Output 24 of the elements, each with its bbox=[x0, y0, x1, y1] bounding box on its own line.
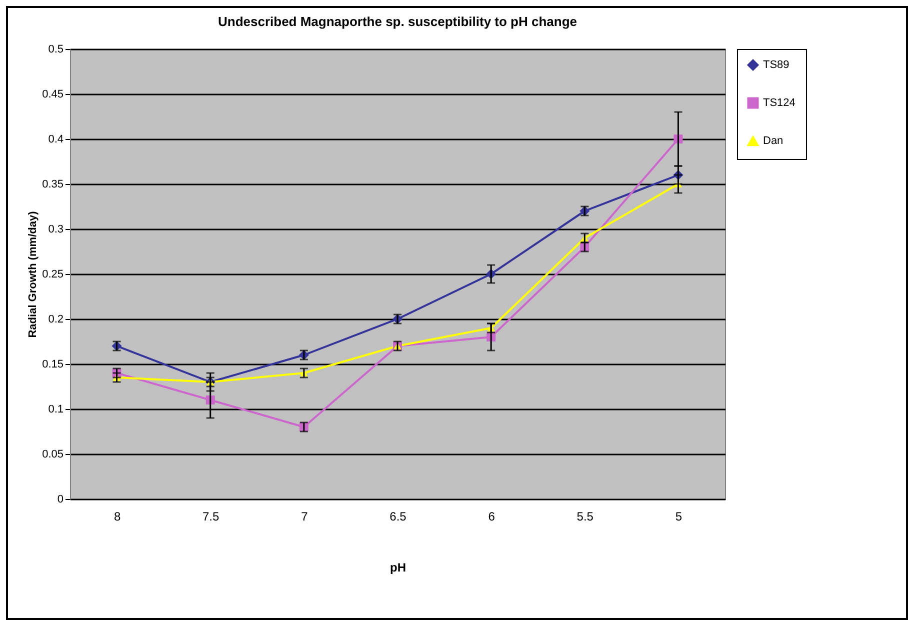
x-tick-label: 6.5 bbox=[390, 510, 407, 524]
y-tick-label: 0.4 bbox=[48, 134, 64, 146]
legend-label: Dan bbox=[763, 135, 784, 147]
x-axis-title: pH bbox=[390, 560, 406, 574]
y-tick-label: 0.35 bbox=[42, 178, 64, 190]
y-tick-label: 0.3 bbox=[48, 224, 64, 236]
chart-title: Undescribed Magnaporthe sp. susceptibility to pH change bbox=[218, 14, 577, 29]
y-tick-label: 0.15 bbox=[42, 358, 64, 370]
y-tick-label: 0.05 bbox=[42, 448, 64, 460]
y-tick-label: 0.25 bbox=[42, 268, 64, 280]
y-tick-label: 0.1 bbox=[48, 404, 64, 416]
x-tick-label: 8 bbox=[114, 510, 121, 524]
y-tick-label: 0.2 bbox=[48, 314, 64, 326]
legend-label: TS124 bbox=[763, 97, 796, 109]
x-tick-label: 7 bbox=[301, 510, 308, 524]
x-tick-label: 7.5 bbox=[202, 510, 220, 524]
y-tick-label: 0.45 bbox=[42, 88, 64, 100]
y-tick-label: 0 bbox=[57, 494, 64, 506]
x-tick-label: 5.5 bbox=[576, 510, 594, 524]
y-axis-title: Radial Growth (mm/day) bbox=[27, 210, 40, 338]
x-tick-label: 5 bbox=[675, 510, 682, 524]
y-tick-label: 0.5 bbox=[48, 44, 64, 56]
x-tick-label: 6 bbox=[488, 510, 496, 524]
legend-label: TS89 bbox=[763, 59, 790, 71]
